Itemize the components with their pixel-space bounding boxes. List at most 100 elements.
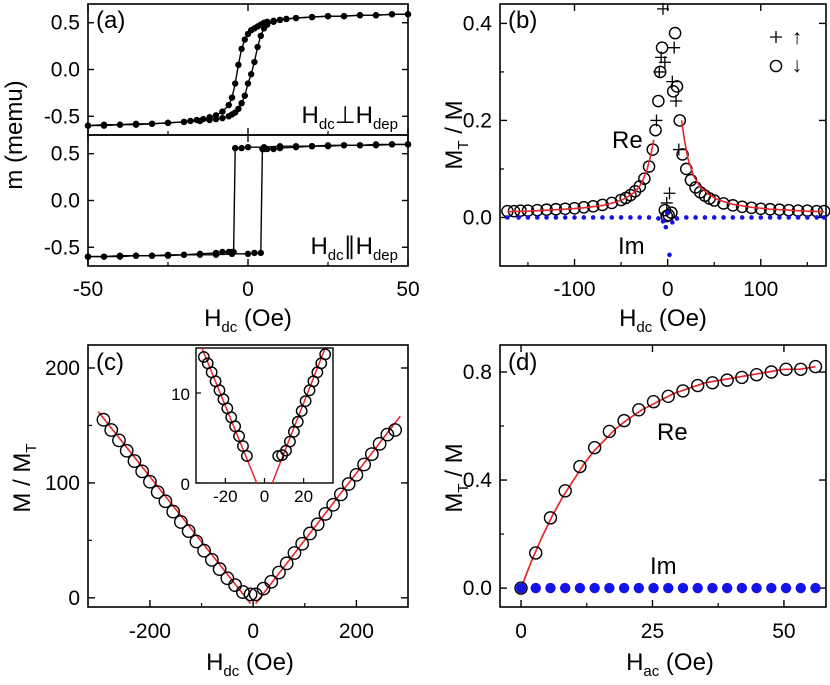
d-im-point bbox=[618, 582, 630, 594]
c-data-point bbox=[357, 457, 372, 472]
b-fit-right bbox=[680, 120, 825, 213]
b-im-point bbox=[665, 210, 670, 215]
c-data-point bbox=[310, 517, 325, 532]
a-bottom-branch-point bbox=[164, 252, 172, 259]
inset-y-tick-label: 10 bbox=[171, 385, 190, 404]
c-data-point bbox=[119, 443, 134, 458]
b-re-circle-point bbox=[655, 41, 669, 54]
a-bottom-branch-point bbox=[388, 141, 396, 148]
x-tick-label: 0 bbox=[662, 278, 674, 301]
y-tick-label: -0.5 bbox=[44, 236, 80, 259]
c-data-point bbox=[166, 504, 181, 519]
y-tick-label: 0.0 bbox=[51, 190, 80, 213]
y-axis-label-a: m (memu) bbox=[1, 80, 28, 189]
b-im-point bbox=[749, 215, 754, 220]
d-im-point bbox=[663, 582, 674, 594]
b-re-plus-point bbox=[672, 143, 685, 156]
d-re-point bbox=[646, 395, 661, 409]
b-re-circle-point bbox=[638, 172, 651, 185]
b-re-circle-point bbox=[662, 208, 675, 222]
a-top-branch-point bbox=[212, 115, 220, 123]
a-bottom-branch-point bbox=[84, 253, 92, 260]
d-re-point bbox=[735, 370, 749, 385]
a-top-branch-point bbox=[238, 45, 245, 53]
c-data-point bbox=[220, 571, 235, 586]
y-axis-label-c: M / MT bbox=[9, 443, 40, 512]
b-im-point bbox=[667, 252, 672, 258]
b-im-point bbox=[767, 215, 773, 220]
a-top-branch-point bbox=[404, 11, 412, 18]
b-im-point bbox=[618, 215, 624, 220]
x-tick-label: -50 bbox=[73, 278, 103, 301]
b-im-point bbox=[656, 216, 661, 221]
b-re-circle-point bbox=[676, 148, 689, 161]
d-im-point bbox=[545, 582, 556, 594]
c-data-point bbox=[104, 423, 119, 437]
b-re-circle-point bbox=[673, 114, 687, 127]
d-re-point bbox=[558, 484, 572, 498]
legend-down-arrow: ↓ bbox=[792, 54, 803, 77]
a-top-branch-point bbox=[219, 114, 226, 122]
inset-data-point bbox=[233, 430, 245, 443]
a-top-branch-point bbox=[340, 12, 348, 20]
d-fit bbox=[520, 365, 816, 589]
d-im-point bbox=[648, 582, 659, 594]
c-data-point bbox=[279, 556, 294, 571]
c-inset-frame bbox=[195, 347, 334, 484]
c-data-point bbox=[204, 552, 219, 567]
b-im-point bbox=[646, 215, 652, 220]
b-im-point bbox=[674, 216, 680, 221]
b-im-point bbox=[600, 215, 605, 220]
c-data-point bbox=[295, 536, 310, 551]
c-data-point bbox=[264, 574, 279, 589]
d-im-point bbox=[560, 582, 571, 594]
d-re-point bbox=[764, 365, 779, 379]
b-re-plus-point bbox=[653, 65, 666, 78]
c-data-point bbox=[256, 581, 271, 596]
inset-y-tick-label: 0 bbox=[181, 475, 190, 494]
a-top-branch-point bbox=[235, 61, 242, 69]
a-top-branch-point bbox=[100, 121, 108, 128]
c-data-point bbox=[135, 464, 150, 479]
a-top-branch-point bbox=[84, 122, 92, 129]
legend-up-arrow: ↑ bbox=[792, 26, 803, 49]
d-re-point bbox=[779, 362, 793, 377]
a-bottom-branch-point bbox=[372, 141, 380, 148]
a-top-branch-point bbox=[225, 113, 232, 120]
b-im-point bbox=[553, 215, 559, 220]
d-annotation-re: Re bbox=[657, 419, 688, 446]
panel-label-b: (b) bbox=[508, 7, 537, 34]
d-im-point bbox=[707, 582, 718, 594]
b-im-point bbox=[821, 215, 827, 220]
b-im-point bbox=[663, 224, 669, 230]
d-im-point bbox=[692, 582, 703, 594]
b-re-plus-point bbox=[658, 56, 671, 69]
c-data-point bbox=[212, 562, 227, 576]
d-annotation-im: Im bbox=[650, 553, 677, 580]
c-data-point bbox=[235, 585, 250, 599]
b-im-point bbox=[544, 215, 549, 220]
inset-x-tick-label: -20 bbox=[213, 487, 238, 506]
a-bottom-branch-point bbox=[324, 143, 332, 150]
a-bottom-branch-point bbox=[212, 251, 220, 258]
x-tick-label: -100 bbox=[553, 278, 595, 301]
y-tick-label: 0 bbox=[68, 587, 80, 610]
inset-data-point bbox=[291, 415, 304, 428]
b-annotation-im: Im bbox=[618, 233, 645, 260]
legend-plus-marker bbox=[770, 31, 782, 43]
a-bottom-branch-point bbox=[238, 144, 245, 152]
d-im-point bbox=[766, 582, 777, 594]
a-top-branch-point bbox=[238, 99, 245, 107]
c-data-point bbox=[112, 433, 126, 448]
d-re-point bbox=[529, 546, 543, 560]
a-bottom-branch-point bbox=[244, 250, 252, 258]
c-data-point bbox=[150, 485, 165, 499]
a-top-branch-point bbox=[292, 14, 300, 22]
b-re-circle-point bbox=[668, 26, 682, 40]
b-annotation-re: Re bbox=[612, 127, 643, 154]
c-data-point bbox=[341, 477, 356, 491]
c-data-point bbox=[143, 474, 157, 489]
x-tick-label: 50 bbox=[772, 620, 795, 643]
legend-circle-marker bbox=[769, 59, 783, 73]
c-data-point bbox=[318, 507, 333, 521]
